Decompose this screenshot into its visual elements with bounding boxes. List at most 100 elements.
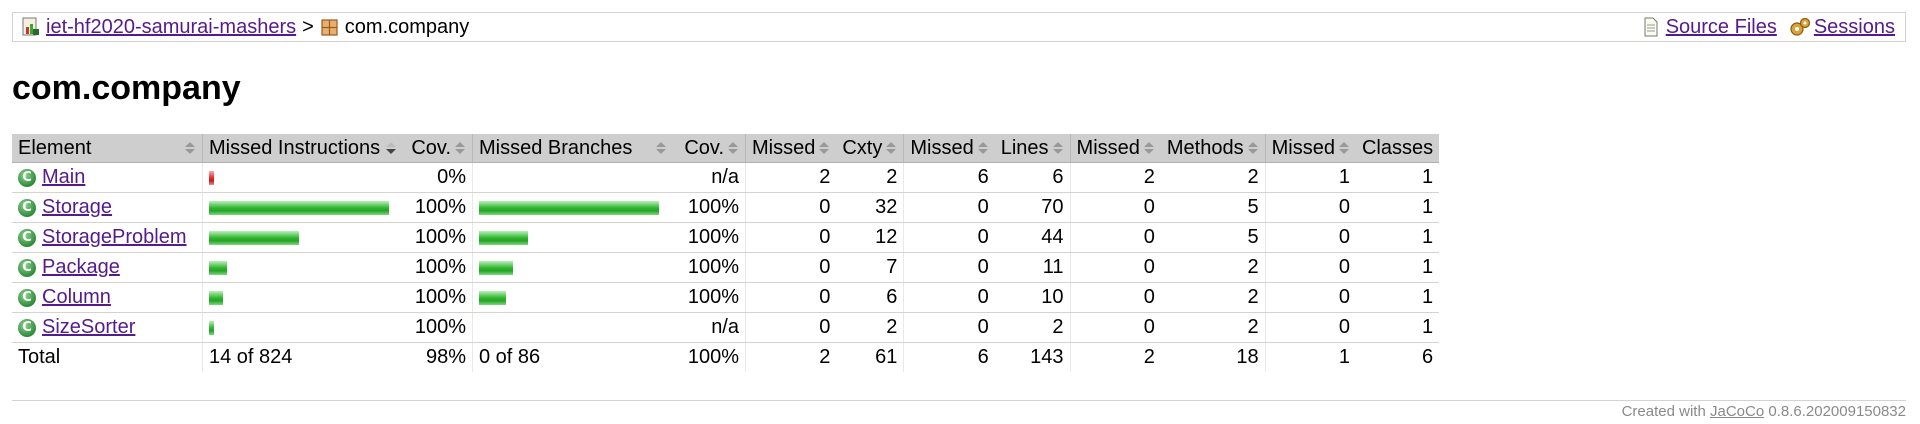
missed-lines-cell: 6 (903, 162, 995, 193)
header-cov-instructions-label: Cov. (411, 136, 451, 159)
total-instr-cov: 98% (425, 346, 466, 368)
missed-methods-cell: 0 (1069, 192, 1161, 223)
missed-cxty-cell: 0 (745, 252, 837, 283)
class-link[interactable]: Main (42, 166, 86, 188)
total-missed-classes: 1 (1264, 342, 1356, 372)
lines-cell: 11 (994, 252, 1071, 283)
class-icon (18, 318, 36, 337)
methods-cell: 2 (1160, 162, 1266, 193)
classes-cell: 1 (1355, 162, 1440, 193)
total-lines: 143 (1030, 346, 1064, 368)
cxty-cell: 32 (836, 192, 904, 223)
class-link[interactable]: Storage (42, 196, 113, 218)
sort-icon (1338, 140, 1350, 156)
breadcrumb-project-link[interactable]: iet-hf2020-samurai-mashers (46, 16, 297, 38)
lines-cell: 44 (994, 222, 1071, 253)
header-missed-lines[interactable]: Missed (903, 134, 995, 163)
instr-cov-cell: 100% (403, 252, 473, 283)
lines-cell: 6 (994, 162, 1071, 193)
footer-divider (12, 400, 1906, 401)
header-missed-instructions[interactable]: Missed Instructions (202, 134, 403, 163)
missed-lines-cell: 0 (903, 252, 995, 283)
missed-methods-cell: 0 (1069, 252, 1161, 283)
header-lines[interactable]: Lines (994, 134, 1071, 163)
sort-icon (885, 140, 897, 156)
source-files-link[interactable]: Source Files (1665, 16, 1777, 38)
instructions-bar-cell (202, 312, 403, 343)
header-cxty[interactable]: Cxty (836, 134, 904, 163)
header-cov-instructions[interactable]: Cov. (403, 134, 473, 163)
header-methods[interactable]: Methods (1160, 134, 1266, 163)
sessions-link[interactable]: Sessions (1813, 16, 1895, 38)
total-cxty: 61 (875, 346, 898, 368)
missed-methods-cell: 2 (1069, 162, 1161, 193)
missed-lines-cell: 0 (903, 312, 995, 343)
classes-cell: 1 (1355, 282, 1440, 313)
header-lines-label: Lines (1000, 136, 1049, 159)
jacoco-link[interactable]: JaCoCo (1709, 403, 1765, 420)
total-branches: 0 of 86 (472, 342, 673, 372)
missed-classes-cell: 0 (1264, 252, 1356, 283)
sort-icon (1247, 140, 1259, 156)
missed-bar (209, 170, 214, 185)
header-classes-label: Classes (1361, 136, 1434, 159)
header-cov-branches[interactable]: Cov. (673, 134, 746, 163)
missed-cxty-cell: 2 (745, 162, 837, 193)
total-missed-methods: 2 (1069, 342, 1161, 372)
class-icon (18, 228, 36, 247)
covered-bar (479, 260, 513, 275)
header-element[interactable]: Element (12, 134, 203, 163)
branches-bar-cell (472, 312, 673, 343)
class-link[interactable]: SizeSorter (42, 316, 136, 338)
missed-cxty-cell: 0 (745, 192, 837, 223)
element-cell: Package (12, 252, 203, 283)
header-missed-branches[interactable]: Missed Branches (472, 134, 673, 163)
header-missed-cxty[interactable]: Missed (745, 134, 837, 163)
cxty-cell: 2 (836, 312, 904, 343)
sort-icon (727, 140, 739, 156)
package-icon (320, 17, 340, 37)
table-body: Main0%n/a22662211Storage100%100%03207005… (12, 162, 1440, 343)
missed-lines-cell: 0 (903, 192, 995, 223)
class-icon (18, 288, 36, 307)
covered-bar (209, 230, 299, 245)
covered-bar (479, 200, 659, 215)
element-cell: Main (12, 162, 203, 193)
covered-bar (209, 290, 223, 305)
header-missed-lines-label: Missed (910, 136, 974, 159)
class-link[interactable]: Package (42, 256, 120, 278)
methods-cell: 5 (1160, 192, 1266, 223)
coverage-table: Element Missed Instructions Cov. Missed … (12, 134, 1440, 372)
sessions-item[interactable]: Sessions (1789, 13, 1895, 41)
class-link[interactable]: StorageProblem (42, 226, 187, 248)
instructions-bar-cell (202, 192, 403, 223)
lines-cell: 70 (994, 192, 1071, 223)
missed-methods-cell: 0 (1069, 312, 1161, 343)
classes-cell: 1 (1355, 312, 1440, 343)
page-title: com.company (12, 69, 241, 107)
missed-methods-cell: 0 (1069, 222, 1161, 253)
class-link[interactable]: Column (42, 286, 111, 308)
header-missed-classes-label: Missed (1271, 136, 1335, 159)
total-label: Total (18, 346, 61, 368)
header-missed-classes[interactable]: Missed (1264, 134, 1356, 163)
missed-cxty-cell: 0 (745, 282, 837, 313)
branches-bar-cell (472, 162, 673, 193)
element-cell: Storage (12, 192, 203, 223)
sort-icon (1143, 140, 1155, 156)
cxty-cell: 7 (836, 252, 904, 283)
missed-classes-cell: 1 (1264, 162, 1356, 193)
header-missed-methods[interactable]: Missed (1069, 134, 1161, 163)
branches-bar-cell (472, 222, 673, 253)
missed-methods-cell: 0 (1069, 282, 1161, 313)
classes-cell: 1 (1355, 192, 1440, 223)
breadcrumb-left: iet-hf2020-samurai-mashers > com.company (21, 13, 469, 41)
lines-cell: 10 (994, 282, 1071, 313)
element-cell: Column (12, 282, 203, 313)
source-files-item[interactable]: Source Files (1641, 13, 1777, 41)
header-classes[interactable]: Classes (1355, 134, 1440, 163)
total-instructions: 14 of 824 (202, 342, 403, 372)
covered-bar (209, 200, 389, 215)
